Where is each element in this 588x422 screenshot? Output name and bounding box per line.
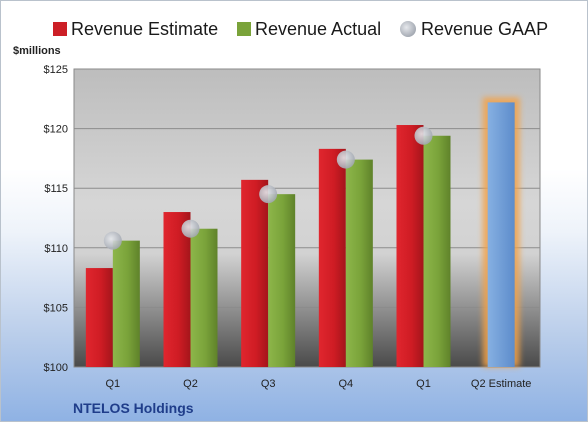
x-tick-label: Q3 — [261, 378, 276, 390]
x-tick-label: Q1 — [105, 378, 120, 390]
bar-revenue-actual-2 — [190, 228, 218, 367]
plot-area — [73, 68, 541, 368]
x-tick-label: Q1 — [416, 378, 431, 390]
bar-revenue-estimate-5 — [396, 125, 424, 367]
y-tick-label: $100 — [44, 362, 68, 374]
marker-revenue-gaap-4 — [336, 150, 355, 169]
legend-swatch-revenue-actual — [237, 22, 251, 36]
legend: Revenue Estimate Revenue Actual Revenue … — [53, 19, 548, 39]
marker-revenue-gaap-5 — [414, 126, 433, 145]
y-axis-ticks: $100 $105 $110 $115 $120 $125 — [44, 64, 68, 374]
marker-revenue-gaap-2 — [181, 219, 200, 238]
x-tick-label: Q2 Estimate — [471, 378, 532, 390]
y-tick-label: $110 — [44, 243, 68, 255]
company-label: NTELOS Holdings — [73, 400, 194, 416]
bar-estimate-highlight-q2-estimate — [487, 102, 515, 367]
bar-revenue-estimate-1 — [85, 268, 113, 367]
legend-label-revenue-actual: Revenue Actual — [255, 19, 381, 39]
bar-revenue-actual-5 — [423, 135, 451, 367]
marker-revenue-gaap-3 — [259, 185, 278, 204]
units-label: $millions — [13, 45, 61, 57]
gridlines — [74, 128, 540, 308]
y-tick-label: $120 — [44, 124, 68, 136]
legend-label-revenue-gaap: Revenue GAAP — [421, 19, 548, 39]
bar-revenue-actual-4 — [345, 159, 373, 367]
bar-revenue-estimate-3 — [241, 179, 269, 367]
y-tick-label: $105 — [44, 302, 68, 314]
y-tick-label: $115 — [44, 183, 68, 195]
bar-revenue-estimate-2 — [163, 212, 191, 367]
legend-swatch-revenue-estimate — [53, 22, 67, 36]
x-tick-label: Q2 — [183, 378, 198, 390]
bar-revenue-estimate-4 — [318, 148, 346, 367]
x-axis-ticks: Q1 Q2 Q3 Q4 Q1 Q2 Estimate — [105, 378, 531, 390]
y-tick-label: $125 — [44, 64, 68, 76]
legend-label-revenue-estimate: Revenue Estimate — [71, 19, 218, 39]
chart-marks — [85, 97, 520, 367]
marker-revenue-gaap-1 — [103, 231, 122, 250]
bar-revenue-actual-1 — [112, 240, 140, 367]
legend-marker-revenue-gaap — [400, 21, 416, 37]
x-tick-label: Q4 — [338, 378, 353, 390]
bar-revenue-actual-3 — [268, 194, 296, 367]
